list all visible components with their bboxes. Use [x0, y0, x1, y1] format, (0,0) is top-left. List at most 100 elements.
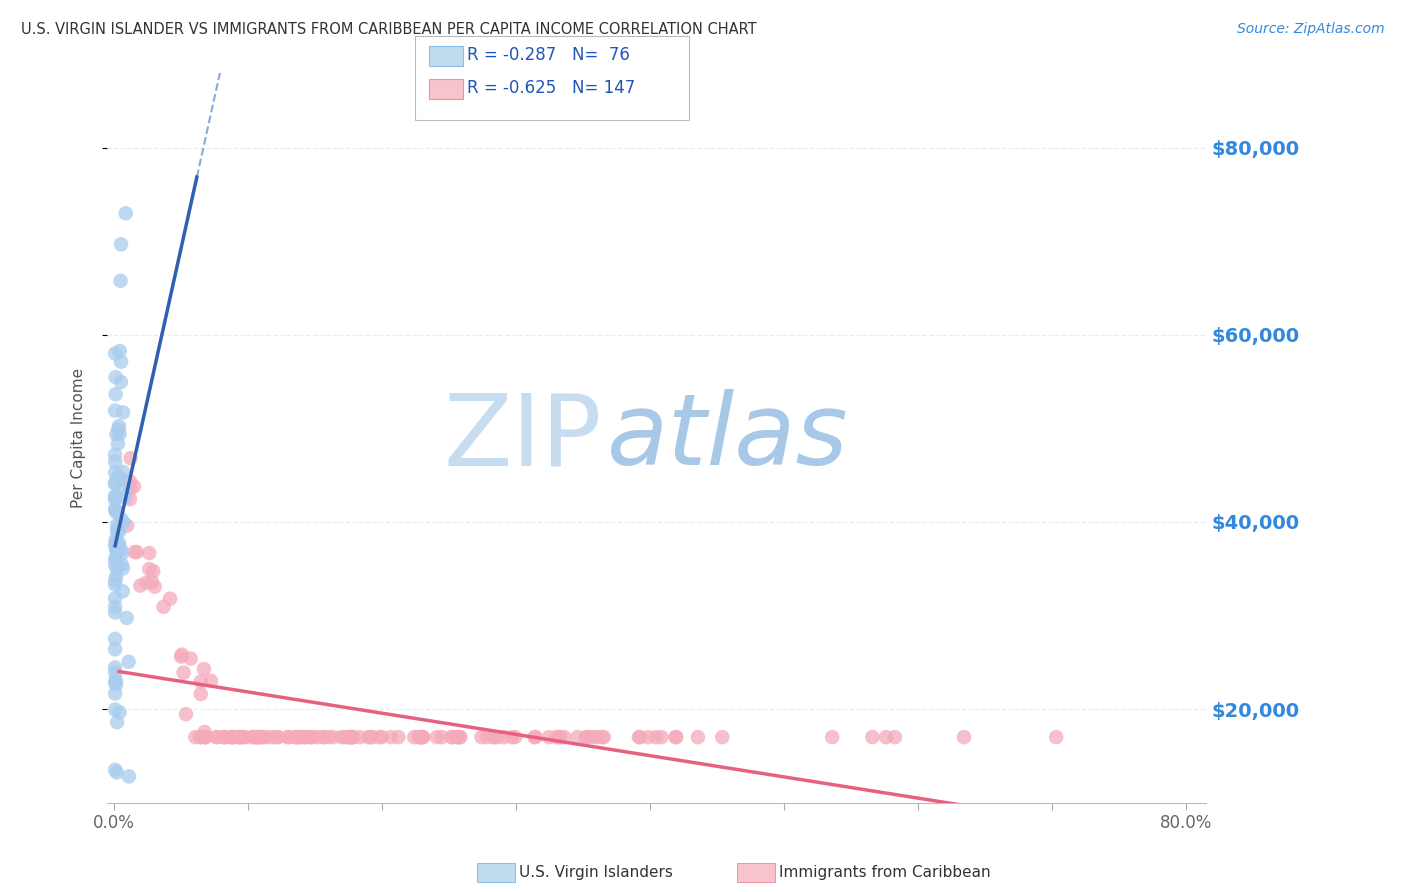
Point [637, 730, 659, 744]
Point [361, 730, 384, 744]
Point [170, 649, 193, 664]
Point [380, 730, 402, 744]
Point [249, 730, 271, 744]
Point [440, 730, 463, 744]
Point [104, 490, 127, 504]
Point [953, 730, 976, 744]
Point [117, 655, 139, 669]
Point [412, 730, 434, 744]
Point [115, 518, 138, 533]
Point [411, 730, 433, 744]
Point [503, 730, 526, 744]
Point [290, 730, 312, 744]
Point [582, 730, 605, 744]
Point [586, 730, 609, 744]
Point [104, 448, 127, 462]
Point [110, 355, 132, 369]
Point [105, 765, 128, 780]
Point [194, 725, 217, 739]
Point [105, 715, 128, 730]
Point [114, 206, 136, 220]
Point [548, 730, 571, 744]
Point [245, 730, 267, 744]
Point [104, 533, 127, 547]
Point [193, 662, 215, 676]
Point [548, 730, 571, 744]
Point [524, 730, 547, 744]
Point [105, 518, 128, 533]
Point [138, 562, 160, 576]
Point [104, 475, 127, 490]
Point [120, 451, 142, 466]
Point [111, 561, 134, 575]
Point [190, 674, 212, 689]
Point [242, 730, 264, 744]
Point [387, 730, 409, 744]
Point [124, 545, 146, 559]
Point [567, 730, 589, 744]
Point [342, 730, 364, 744]
Text: atlas: atlas [607, 389, 849, 486]
Point [115, 611, 138, 625]
Point [408, 730, 430, 744]
Point [409, 730, 432, 744]
Point [108, 524, 131, 538]
Point [107, 469, 129, 483]
Point [107, 436, 129, 450]
Point [135, 575, 157, 590]
Point [299, 730, 322, 744]
Point [884, 730, 907, 744]
Point [501, 730, 523, 744]
Point [194, 730, 217, 744]
Point [118, 482, 141, 496]
Point [645, 730, 668, 744]
Point [141, 574, 163, 589]
Point [125, 545, 148, 559]
Point [349, 730, 371, 744]
Point [108, 426, 131, 441]
Point [105, 524, 128, 539]
Point [104, 346, 127, 360]
Point [221, 730, 243, 744]
Point [104, 577, 127, 591]
Point [142, 564, 165, 578]
Point [104, 534, 127, 549]
Point [120, 475, 142, 489]
Point [266, 730, 288, 744]
Point [205, 730, 228, 744]
Point [449, 730, 471, 744]
Point [301, 730, 323, 744]
Point [107, 422, 129, 436]
Point [105, 505, 128, 519]
Point [409, 730, 432, 744]
Point [104, 403, 127, 417]
Text: U.S. Virgin Islanders: U.S. Virgin Islanders [519, 865, 672, 880]
Point [330, 730, 353, 744]
Point [200, 673, 222, 688]
Text: R = -0.625   N= 147: R = -0.625 N= 147 [467, 79, 636, 97]
Point [821, 730, 844, 744]
Point [592, 730, 614, 744]
Point [104, 466, 127, 480]
Point [295, 730, 318, 744]
Point [627, 730, 650, 744]
Point [104, 675, 127, 690]
Point [412, 730, 434, 744]
Point [152, 599, 174, 614]
Point [114, 490, 136, 504]
Point [342, 730, 364, 744]
Point [207, 730, 229, 744]
Point [212, 730, 235, 744]
Point [875, 730, 897, 744]
Text: U.S. VIRGIN ISLANDER VS IMMIGRANTS FROM CARIBBEAN PER CAPITA INCOME CORRELATION : U.S. VIRGIN ISLANDER VS IMMIGRANTS FROM … [21, 22, 756, 37]
Point [686, 730, 709, 744]
Point [246, 730, 269, 744]
Point [111, 546, 134, 560]
Point [546, 730, 568, 744]
Point [173, 665, 195, 680]
Point [276, 730, 298, 744]
Point [368, 730, 391, 744]
Point [336, 730, 359, 744]
Point [471, 730, 494, 744]
Point [105, 541, 128, 556]
